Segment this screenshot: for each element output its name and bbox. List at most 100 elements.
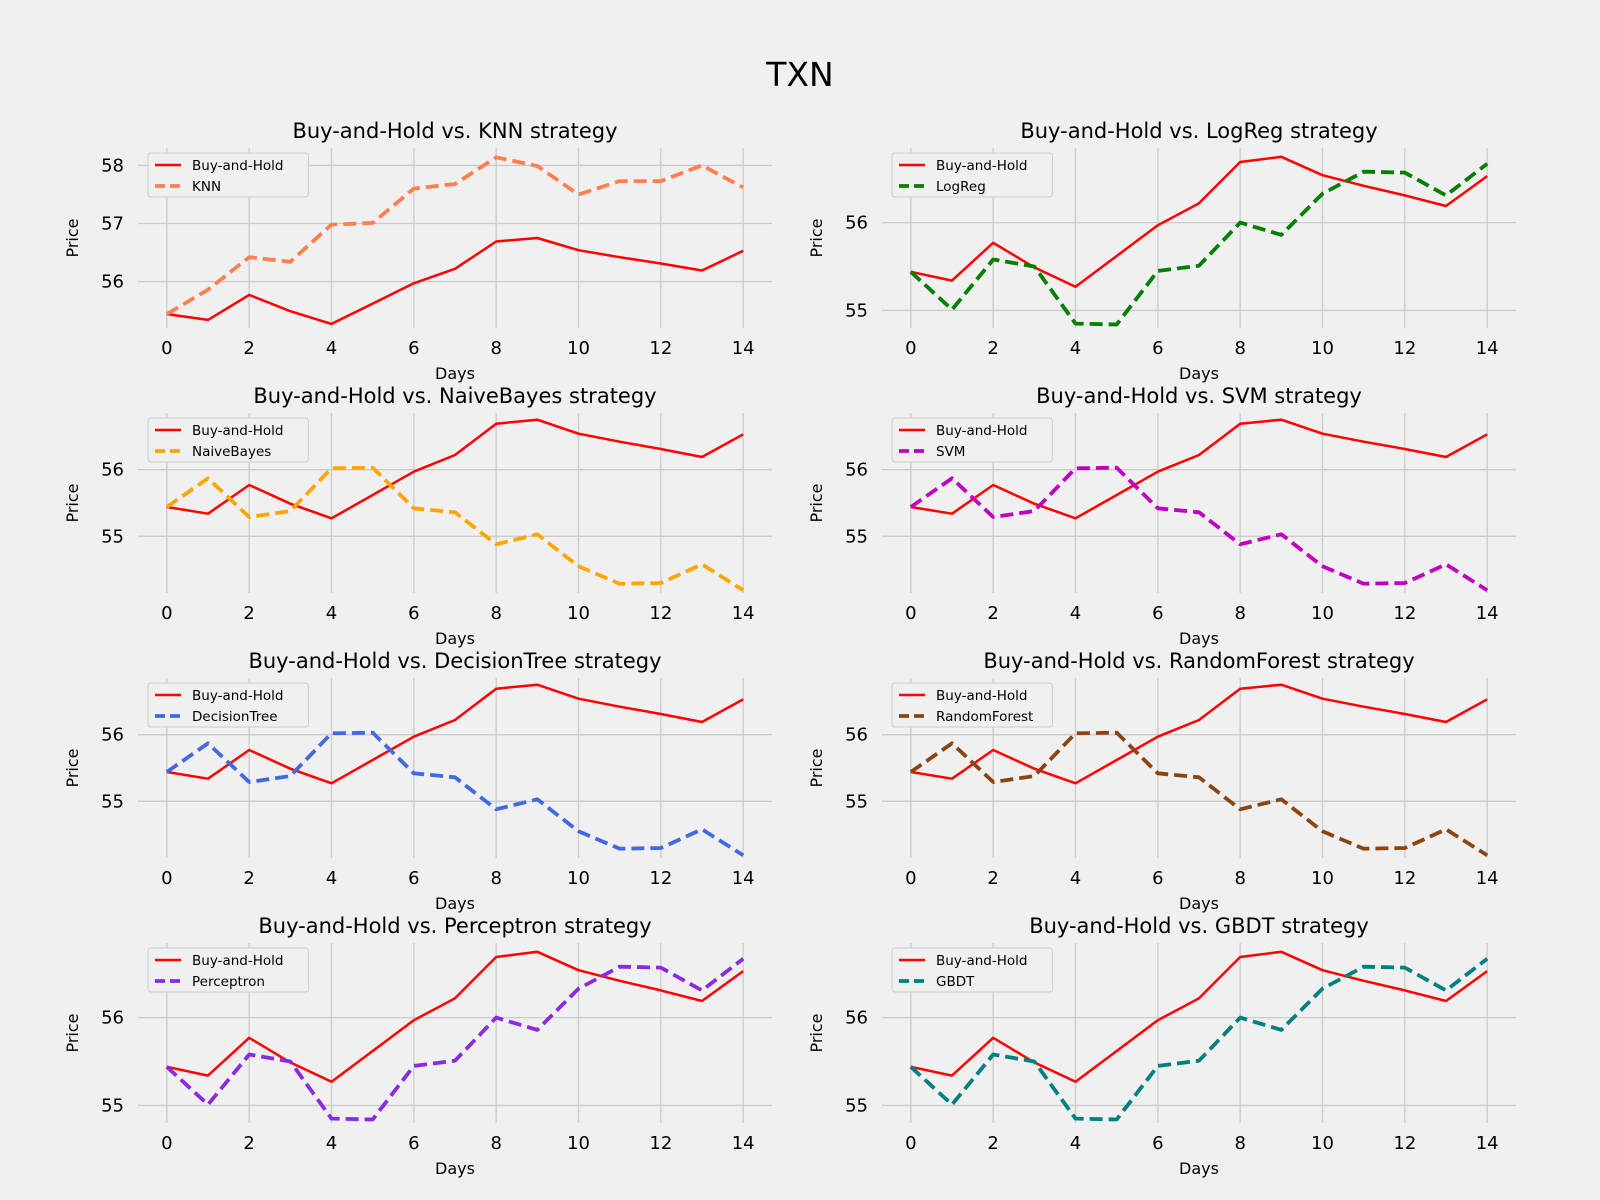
subplot-title: Buy-and-Hold vs. KNN strategy bbox=[292, 119, 617, 143]
x-tick-label: 14 bbox=[732, 868, 755, 889]
x-tick-label: 4 bbox=[326, 868, 337, 889]
legend-entry: DecisionTree bbox=[192, 709, 278, 725]
y-tick-label: 55 bbox=[845, 526, 868, 547]
x-axis-label: Days bbox=[1179, 894, 1219, 913]
figure-title: TXN bbox=[765, 55, 833, 94]
x-tick-label: 8 bbox=[1234, 868, 1245, 889]
x-tick-label: 10 bbox=[567, 868, 590, 889]
series-line-buy-and-hold bbox=[166, 683, 744, 785]
subplot-5: Buy-and-Hold vs. RandomForest strategy 0 2… bbox=[807, 649, 1516, 913]
legend-entry: KNN bbox=[192, 179, 221, 195]
series-line-perceptron bbox=[165, 957, 745, 1122]
x-tick-label: 12 bbox=[1393, 1133, 1416, 1154]
series-line-decisiontree bbox=[165, 730, 745, 857]
x-axis-label: Days bbox=[435, 1159, 475, 1178]
x-tick-label: 8 bbox=[490, 603, 501, 624]
x-tick-label: 0 bbox=[161, 338, 172, 359]
series-line-knn bbox=[165, 155, 745, 316]
x-tick-label: 8 bbox=[490, 868, 501, 889]
legend bbox=[147, 417, 309, 463]
y-tick-label: 58 bbox=[101, 155, 124, 176]
y-tick-label: 56 bbox=[845, 1008, 868, 1029]
x-tick-label: 4 bbox=[1070, 868, 1081, 889]
x-tick-label: 4 bbox=[1070, 338, 1081, 359]
x-axis-label: Days bbox=[1179, 629, 1219, 648]
series-line-randomforest bbox=[909, 730, 1489, 857]
series-line-buy-and-hold bbox=[910, 155, 1488, 288]
x-tick-label: 0 bbox=[905, 338, 916, 359]
x-tick-label: 0 bbox=[161, 1133, 172, 1154]
subplot-title: Buy-and-Hold vs. DecisionTree strategy bbox=[248, 649, 661, 673]
y-axis-label: Price bbox=[63, 1013, 82, 1052]
y-tick-label: 56 bbox=[845, 725, 868, 746]
subplot-0: Buy-and-Hold vs. KNN strategy 0 2 4 6 8 10 12 14… bbox=[63, 119, 772, 383]
subplot-7: Buy-and-Hold vs. GBDT strategy 0 2 4 6 8 10 12 1… bbox=[807, 914, 1516, 1178]
legend bbox=[891, 152, 1053, 198]
legend-entry: Buy-and-Hold bbox=[192, 423, 283, 439]
x-tick-label: 12 bbox=[1393, 338, 1416, 359]
series-line-buy-and-hold bbox=[910, 418, 1488, 520]
x-tick-label: 6 bbox=[408, 868, 419, 889]
subplot-title: Buy-and-Hold vs. GBDT strategy bbox=[1029, 914, 1369, 938]
subplot-title: Buy-and-Hold vs. NaiveBayes strategy bbox=[253, 384, 656, 408]
legend-entry: Buy-and-Hold bbox=[936, 953, 1027, 969]
legend-entry: RandomForest bbox=[936, 709, 1033, 725]
x-tick-label: 4 bbox=[326, 338, 337, 359]
x-tick-label: 2 bbox=[987, 1133, 998, 1154]
x-tick-label: 0 bbox=[905, 868, 916, 889]
y-tick-label: 55 bbox=[101, 526, 124, 547]
x-tick-label: 0 bbox=[161, 868, 172, 889]
legend bbox=[891, 682, 1053, 728]
series-line-logreg bbox=[909, 162, 1489, 327]
legend-entry: Buy-and-Hold bbox=[192, 158, 283, 174]
series-line-buy-and-hold bbox=[910, 683, 1488, 785]
x-tick-label: 10 bbox=[567, 603, 590, 624]
series-line-naivebayes bbox=[165, 465, 745, 592]
x-tick-label: 14 bbox=[732, 338, 755, 359]
y-tick-label: 55 bbox=[845, 1095, 868, 1116]
y-tick-label: 55 bbox=[845, 300, 868, 321]
y-tick-label: 57 bbox=[101, 213, 124, 234]
y-tick-label: 56 bbox=[101, 1008, 124, 1029]
series-line-gbdt bbox=[909, 957, 1489, 1122]
legend-entry: Buy-and-Hold bbox=[192, 688, 283, 704]
y-axis-label: Price bbox=[807, 748, 826, 787]
legend-entry: NaiveBayes bbox=[192, 444, 271, 460]
x-tick-label: 6 bbox=[1152, 338, 1163, 359]
series-line-buy-and-hold bbox=[166, 236, 744, 326]
x-tick-label: 2 bbox=[243, 603, 254, 624]
x-tick-label: 10 bbox=[567, 338, 590, 359]
x-tick-label: 12 bbox=[1393, 603, 1416, 624]
x-axis-label: Days bbox=[435, 629, 475, 648]
x-tick-label: 2 bbox=[987, 338, 998, 359]
x-tick-label: 6 bbox=[408, 338, 419, 359]
x-tick-label: 8 bbox=[1234, 603, 1245, 624]
subplot-6: Buy-and-Hold vs. Perceptron strategy 0 2 4 6… bbox=[63, 914, 772, 1178]
y-tick-label: 55 bbox=[101, 791, 124, 812]
x-axis-label: Days bbox=[435, 894, 475, 913]
x-tick-label: 12 bbox=[649, 868, 672, 889]
legend-entry: SVM bbox=[936, 444, 965, 460]
legend bbox=[147, 152, 309, 198]
x-tick-label: 14 bbox=[1476, 1133, 1499, 1154]
x-tick-label: 8 bbox=[490, 1133, 501, 1154]
y-axis-label: Price bbox=[807, 483, 826, 522]
subplot-4: Buy-and-Hold vs. DecisionTree strategy 0 2… bbox=[63, 649, 772, 913]
x-tick-label: 12 bbox=[649, 1133, 672, 1154]
legend bbox=[891, 947, 1053, 993]
y-tick-label: 56 bbox=[101, 725, 124, 746]
y-axis-label: Price bbox=[807, 218, 826, 257]
legend-entry: Buy-and-Hold bbox=[936, 423, 1027, 439]
x-tick-label: 2 bbox=[243, 1133, 254, 1154]
y-tick-label: 55 bbox=[845, 791, 868, 812]
legend-entry: Perceptron bbox=[192, 974, 265, 990]
subplot-title: Buy-and-Hold vs. Perceptron strategy bbox=[258, 914, 651, 938]
legend-entry: Buy-and-Hold bbox=[936, 688, 1027, 704]
x-tick-label: 0 bbox=[905, 1133, 916, 1154]
subplot-title: Buy-and-Hold vs. RandomForest strategy bbox=[983, 649, 1414, 673]
y-axis-label: Price bbox=[63, 218, 82, 257]
y-tick-label: 55 bbox=[101, 1095, 124, 1116]
x-tick-label: 2 bbox=[243, 868, 254, 889]
y-tick-label: 56 bbox=[845, 213, 868, 234]
